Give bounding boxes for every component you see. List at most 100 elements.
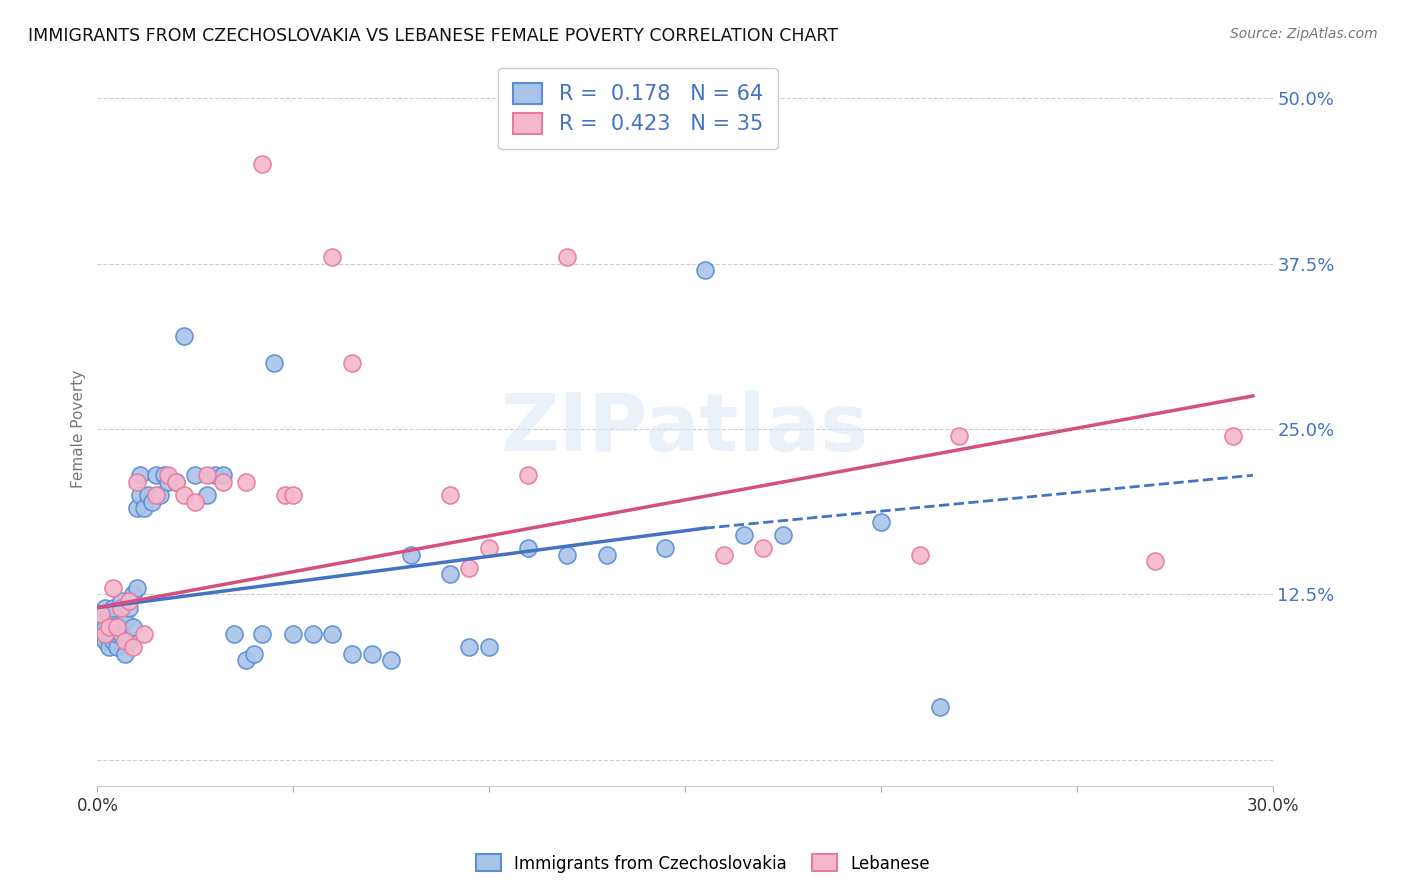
Point (145, 488, 167, 502)
Point (105, 620, 128, 634)
Point (263, 356, 285, 370)
Point (134, 627, 156, 641)
Point (458, 561, 481, 575)
Point (101, 633, 124, 648)
Point (105, 620, 128, 634)
Point (654, 541, 676, 555)
Point (243, 647, 266, 661)
Point (235, 653, 257, 667)
Point (114, 614, 136, 628)
Point (156, 468, 179, 483)
Point (90, 614, 112, 628)
Point (173, 488, 195, 502)
Point (136, 488, 159, 502)
Point (224, 627, 246, 641)
Point (211, 475, 233, 489)
Point (752, 541, 775, 555)
Text: Source: ZipAtlas.com: Source: ZipAtlas.com (1230, 27, 1378, 41)
Point (439, 488, 461, 502)
Point (121, 640, 143, 655)
Point (90, 627, 112, 641)
Point (118, 594, 141, 608)
Point (94, 600, 117, 615)
Point (184, 468, 207, 483)
Point (517, 541, 540, 555)
Point (772, 528, 794, 542)
Point (149, 488, 172, 502)
Point (478, 640, 501, 655)
Point (693, 263, 716, 277)
Point (110, 600, 132, 615)
Point (478, 541, 501, 555)
Point (98, 607, 121, 622)
Point (129, 488, 152, 502)
Point (557, 548, 579, 562)
Point (195, 468, 218, 483)
Point (94, 620, 117, 634)
Point (380, 653, 402, 667)
Point (118, 633, 141, 648)
Point (98, 640, 121, 655)
Point (94, 633, 117, 648)
Point (121, 587, 143, 601)
Point (156, 475, 179, 489)
Point (98, 620, 121, 634)
Point (114, 647, 136, 661)
Legend: Immigrants from Czechoslovakia, Lebanese: Immigrants from Czechoslovakia, Lebanese (470, 847, 936, 880)
Point (105, 627, 128, 641)
Point (153, 468, 176, 483)
Point (283, 627, 305, 641)
Point (204, 468, 226, 483)
Point (321, 627, 343, 641)
Point (121, 620, 143, 634)
Point (321, 250, 343, 264)
Point (211, 468, 233, 483)
Point (125, 475, 148, 489)
Point (118, 600, 141, 615)
Point (173, 329, 195, 343)
Point (869, 515, 891, 529)
Point (195, 488, 218, 502)
Point (360, 647, 382, 661)
Point (948, 428, 970, 442)
Point (399, 548, 422, 562)
Point (235, 475, 257, 489)
Point (283, 488, 305, 502)
Point (1222, 428, 1244, 442)
Text: IMMIGRANTS FROM CZECHOSLOVAKIA VS LEBANESE FEMALE POVERTY CORRELATION CHART: IMMIGRANTS FROM CZECHOSLOVAKIA VS LEBANE… (28, 27, 838, 45)
Point (101, 620, 124, 634)
Point (517, 468, 540, 483)
Point (733, 528, 755, 542)
Point (90, 607, 112, 622)
Point (439, 567, 461, 582)
Point (908, 548, 931, 562)
Point (110, 620, 132, 634)
Point (114, 633, 136, 648)
Point (557, 250, 579, 264)
Point (110, 594, 132, 608)
Point (165, 475, 187, 489)
Point (184, 494, 207, 508)
Point (105, 640, 128, 655)
Point (125, 501, 148, 516)
Text: ZIPatlas: ZIPatlas (501, 390, 869, 468)
Point (458, 640, 481, 655)
Point (250, 627, 273, 641)
Legend: R =  0.178   N = 64, R =  0.423   N = 35: R = 0.178 N = 64, R = 0.423 N = 35 (498, 68, 778, 149)
Point (134, 501, 156, 516)
Point (928, 699, 950, 714)
Point (125, 581, 148, 595)
Point (301, 627, 323, 641)
Point (145, 468, 167, 483)
Point (1143, 554, 1166, 568)
Point (94, 627, 117, 641)
Point (250, 157, 273, 171)
Point (110, 627, 132, 641)
Point (340, 647, 363, 661)
Point (713, 548, 735, 562)
Point (595, 548, 617, 562)
Y-axis label: Female Poverty: Female Poverty (72, 370, 86, 488)
Point (98, 627, 121, 641)
Point (165, 475, 187, 489)
Point (274, 488, 297, 502)
